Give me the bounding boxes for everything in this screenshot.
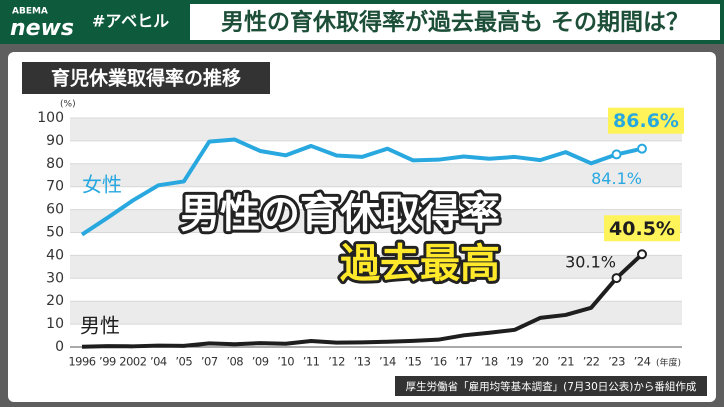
y-tick-label: 70: [46, 179, 64, 195]
x-tick-label: ’16: [430, 355, 447, 369]
grid-band: [70, 255, 682, 279]
x-tick-label: ’23: [608, 355, 625, 369]
series-line: [81, 252, 644, 349]
value-label-box: [608, 107, 684, 134]
logo-top: ABEMA: [12, 7, 48, 17]
x-tick-label: ’18: [481, 355, 498, 369]
point-marker: [611, 273, 622, 284]
x-tick-label: ’07: [201, 355, 218, 369]
x-tick-label: ’21: [557, 355, 574, 369]
x-tick-label: ’20: [532, 355, 549, 369]
overlay-caption: 男性の育休取得率: [180, 191, 500, 237]
y-tick-label: 30: [46, 270, 64, 286]
x-tick-label: ’13: [354, 355, 371, 369]
grid-band: [70, 301, 682, 325]
series-name: 女性: [82, 173, 122, 197]
x-tick-label: ’05: [175, 355, 192, 369]
y-tick-label: 40: [46, 247, 64, 263]
y-tick-label: 50: [46, 225, 64, 241]
point-marker: [637, 249, 647, 260]
y-tick-label: 10: [46, 316, 64, 332]
x-tick-label: ’19: [506, 355, 523, 369]
y-tick-label: 90: [46, 133, 64, 149]
series-line: [80, 137, 643, 237]
x-tick-label: ’12: [328, 355, 345, 369]
x-tick-label: ’09: [252, 355, 269, 369]
series-name: 男性: [80, 314, 120, 338]
chart-title-box: [22, 62, 270, 94]
point-marker: [637, 143, 647, 154]
x-unit: (年度): [656, 357, 681, 369]
grid-band: [70, 209, 682, 233]
y-unit: (%): [60, 100, 76, 110]
x-tick-label: ’99: [99, 355, 116, 369]
y-tick-label: 80: [46, 156, 64, 172]
logo-bottom: news: [10, 16, 74, 41]
grid-band: [70, 118, 682, 141]
x-tick-label: ’24: [634, 355, 651, 369]
y-tick-label: 20: [46, 293, 64, 309]
value-label: 40.5%: [609, 218, 675, 240]
x-tick-label: 2002: [119, 355, 146, 369]
y-tick-label: 60: [46, 202, 64, 218]
grid-band: [70, 163, 682, 187]
overlay-caption: 過去最高: [340, 241, 500, 287]
x-tick-label: ’10: [277, 355, 294, 369]
x-tick-label: ’14: [379, 355, 396, 369]
headline: 男性の育休取得率が過去最高も その期間は？: [221, 9, 689, 36]
plot: 0 10 20 30 40 50 60 70 80 90 100 1996 ’99 2002 ’04 ’05 ’…: [37, 107, 684, 369]
x-tick-label: ’08: [226, 355, 243, 369]
value-label: 30.1%: [565, 253, 616, 272]
x-tick-label: ’17: [455, 355, 472, 369]
x-tick-label: 1996: [68, 355, 95, 369]
y-tick-label: 100: [37, 110, 64, 126]
value-label: 86.6%: [613, 110, 679, 132]
x-tick-label: ’04: [150, 355, 167, 369]
y-tick-label: 0: [55, 339, 64, 355]
x-tick-label: ’15: [405, 355, 422, 369]
x-tick-label: ’22: [583, 355, 600, 369]
value-label: 84.1%: [591, 169, 642, 188]
hashtag: #アベヒル: [92, 12, 169, 31]
headline-box: [190, 4, 720, 40]
source-box: [395, 376, 707, 396]
chart-title: 育児休業取得率の推移: [51, 67, 241, 90]
point-marker: [611, 149, 622, 160]
source: 厚生労働省「雇用均等基本調査」(7月30日公表)から番組作成: [406, 380, 697, 393]
x-tick-label: ’11: [303, 355, 320, 369]
value-label-box: [604, 215, 680, 242]
